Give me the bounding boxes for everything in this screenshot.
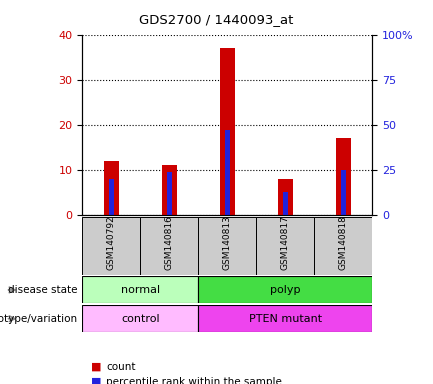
Text: disease state: disease state (8, 285, 78, 295)
Bar (283, 192, 288, 215)
Text: GSM140817: GSM140817 (281, 215, 290, 270)
Text: percentile rank within the sample: percentile rank within the sample (106, 377, 282, 384)
Bar (198, 276, 372, 303)
Text: ■: ■ (91, 362, 101, 372)
Bar (162, 166, 177, 215)
Text: ■: ■ (91, 377, 101, 384)
Bar (278, 179, 293, 215)
Bar (82, 217, 140, 275)
Text: GSM140813: GSM140813 (223, 215, 232, 270)
Bar (82, 305, 198, 332)
Bar (167, 172, 171, 215)
Text: control: control (121, 314, 160, 324)
Text: PTEN mutant: PTEN mutant (249, 314, 322, 324)
Bar (314, 217, 372, 275)
Text: GDS2700 / 1440093_at: GDS2700 / 1440093_at (139, 13, 294, 26)
Bar (336, 138, 351, 215)
Text: genotype/variation: genotype/variation (0, 314, 78, 324)
Bar (256, 217, 314, 275)
Bar (341, 170, 346, 215)
Text: count: count (106, 362, 136, 372)
Bar (104, 161, 119, 215)
Bar (140, 217, 198, 275)
Bar (225, 130, 229, 215)
Bar (220, 48, 235, 215)
Text: normal: normal (121, 285, 160, 295)
Bar (198, 217, 256, 275)
Text: polyp: polyp (270, 285, 301, 295)
Text: GSM140818: GSM140818 (339, 215, 348, 270)
Bar (82, 276, 198, 303)
Bar (198, 305, 372, 332)
Text: GSM140792: GSM140792 (107, 215, 116, 270)
Bar (109, 179, 113, 215)
Text: GSM140816: GSM140816 (165, 215, 174, 270)
